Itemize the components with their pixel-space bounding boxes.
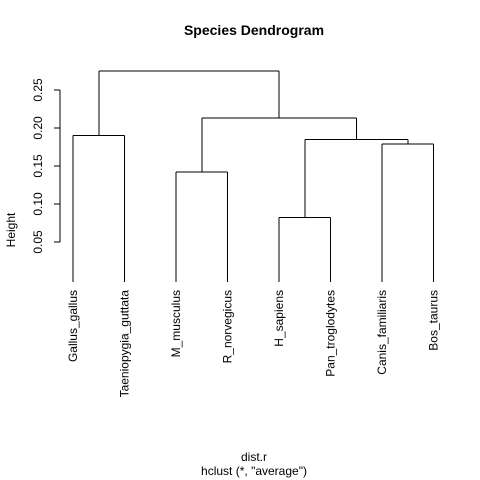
leaf-label-taeniopygia-guttata: Taeniopygia_guttata: [118, 290, 132, 398]
leaf-label-canis-familiaris: Canis_familiaris: [375, 290, 389, 375]
leaf-label-gallus-gallus: Gallus_gallus: [66, 290, 80, 362]
leaf-label-pan-troglodytes: Pan_troglodytes: [324, 290, 338, 377]
leaf-label-bos-taurus: Bos_taurus: [427, 290, 441, 351]
leaf-label-m-musculus: M_musculus: [169, 290, 183, 357]
y-tick-label: 0.05: [31, 230, 45, 254]
leaf-label-h-sapiens: H_sapiens: [272, 290, 286, 347]
method-subtitle: hclust (*, "average"): [201, 464, 307, 478]
y-tick-label: 0.15: [31, 154, 45, 178]
y-tick-label: 0.20: [31, 116, 45, 140]
leaf-label-r-norvegicus: R_norvegicus: [221, 290, 235, 363]
x-axis-label: dist.r: [241, 450, 267, 464]
leaf-labels: Gallus_gallus Taeniopygia_guttata M_muscul…: [66, 290, 441, 398]
y-tick-label: 0.10: [31, 192, 45, 216]
dendrogram-tree: [72, 70, 434, 282]
y-tick-label: 0.25: [31, 78, 45, 102]
chart-title: Species Dendrogram: [184, 22, 324, 38]
y-axis: 0.05 0.10 0.15 0.20 0.25: [31, 78, 61, 254]
y-axis-label: Height: [4, 212, 18, 247]
